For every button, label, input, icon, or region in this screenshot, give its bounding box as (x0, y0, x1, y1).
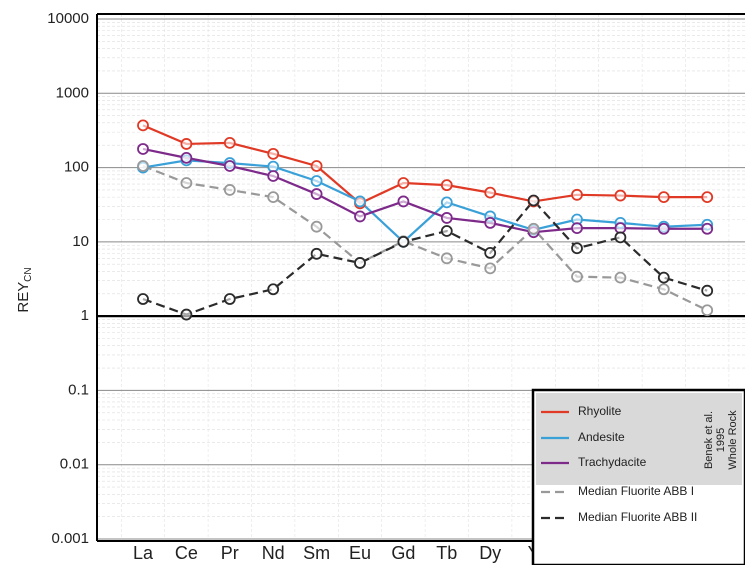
data-point (440, 179, 453, 192)
data-point (484, 262, 497, 275)
data-point (310, 220, 323, 233)
x-tick-label: Gd (391, 543, 415, 563)
data-point (440, 212, 453, 224)
data-point (223, 136, 236, 149)
data-point (310, 175, 323, 187)
data-point (440, 252, 453, 265)
x-tick-label: Sm (303, 543, 330, 563)
y-tick-label: 10000 (47, 10, 89, 27)
data-point (137, 160, 149, 172)
data-point (310, 188, 323, 200)
data-point (223, 184, 236, 196)
y-tick-label: 0.01 (60, 456, 89, 473)
x-tick-label: Eu (349, 543, 371, 563)
y-tick-label: 100 (64, 159, 89, 176)
data-point (397, 235, 410, 248)
data-point (571, 242, 583, 255)
data-point (484, 247, 497, 259)
x-tick-label: Pr (221, 543, 239, 563)
data-point (180, 138, 193, 150)
x-tick-label: La (133, 543, 154, 563)
data-point (180, 308, 193, 321)
legend-note: Whole Rock (727, 410, 739, 470)
legend-label: Rhyolite (578, 404, 622, 418)
data-point (484, 186, 497, 199)
data-point (571, 222, 583, 235)
x-tick-label: Ce (175, 543, 198, 563)
data-point (180, 177, 193, 189)
legend-label: Andesite (578, 430, 625, 444)
legend-note: 1995 (715, 428, 727, 452)
data-point (701, 191, 714, 204)
data-point (614, 231, 627, 244)
data-point (354, 210, 366, 223)
y-tick-label: 1 (81, 307, 89, 324)
x-tick-label: Dy (479, 543, 501, 563)
y-tick-label: 10 (72, 233, 89, 250)
data-point (701, 284, 714, 297)
data-point (657, 191, 670, 204)
x-tick-label: Tb (436, 543, 457, 563)
data-point (310, 247, 323, 260)
data-point (484, 216, 497, 229)
data-point (267, 170, 280, 182)
y-axis-label-main: REY (15, 282, 32, 313)
data-point (571, 188, 583, 201)
data-point (310, 160, 323, 172)
y-axis-label-subscript: CN (23, 267, 34, 281)
series-line (142, 159, 708, 244)
data-point (701, 222, 714, 235)
y-tick-label: 0.001 (51, 530, 89, 547)
data-point (701, 304, 714, 317)
data-point (657, 271, 670, 284)
data-point (267, 147, 280, 160)
data-point (354, 257, 366, 269)
legend-label: Trachydacite (578, 455, 647, 469)
data-point (440, 225, 453, 237)
data-point (397, 177, 410, 189)
data-point (137, 143, 149, 155)
data-point (571, 270, 583, 283)
x-tick-label: Nd (262, 543, 285, 563)
data-point (137, 293, 149, 305)
data-point (614, 271, 627, 284)
series-line (142, 124, 708, 205)
data-point (267, 191, 280, 204)
data-point (180, 151, 193, 164)
legend-note: Benek et al. (703, 411, 715, 469)
data-point (137, 119, 149, 132)
series-line (142, 147, 708, 234)
y-axis-label: REYCN (15, 267, 34, 312)
data-point (527, 222, 540, 235)
data-point (267, 283, 280, 296)
data-point (354, 195, 366, 208)
series-line (142, 164, 708, 312)
legend-label: Median Fluorite ABB I (578, 484, 694, 498)
series-line (142, 198, 708, 316)
y-tick-label: 1000 (56, 84, 89, 101)
data-point (657, 283, 670, 296)
data-point (657, 222, 670, 235)
data-point (223, 293, 236, 305)
data-point (527, 194, 540, 207)
y-tick-label: 0.1 (68, 381, 89, 398)
data-point (397, 195, 410, 208)
legend-label: Median Fluorite ABB II (578, 510, 697, 524)
data-point (614, 189, 627, 202)
legend-note-band (536, 393, 742, 485)
data-point (440, 196, 453, 209)
data-point (223, 160, 236, 172)
